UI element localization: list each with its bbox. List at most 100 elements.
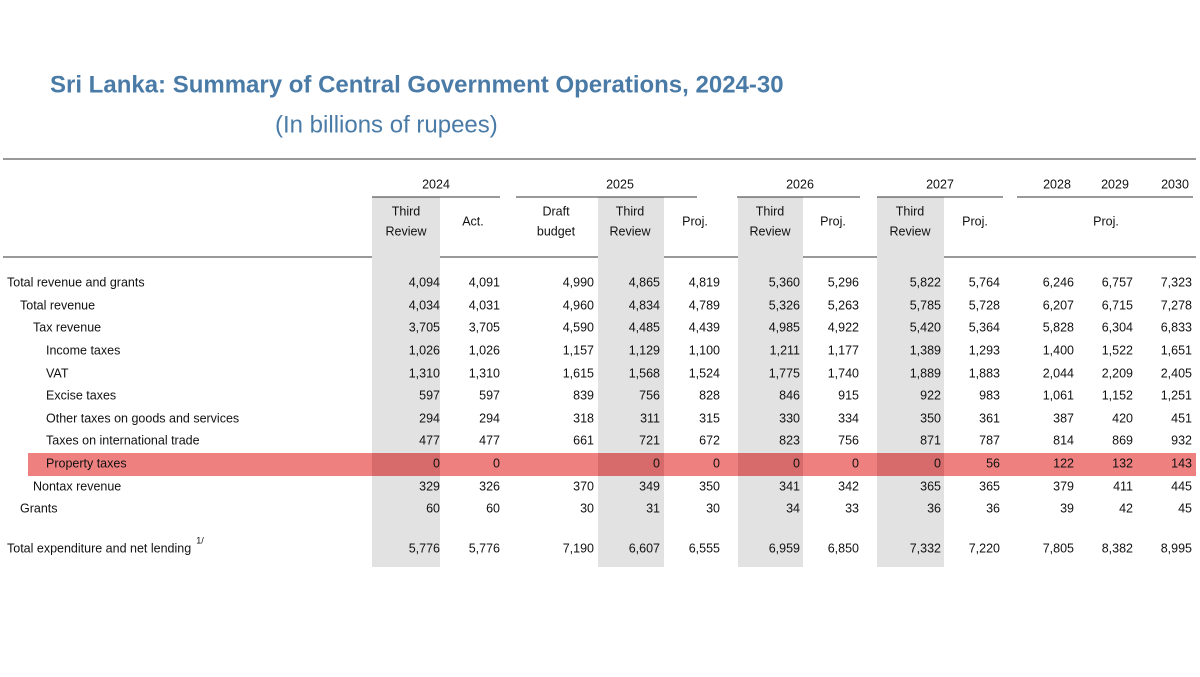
shading [372, 197, 944, 567]
row-label: Nontax revenue [33, 479, 121, 493]
cell: 60 [426, 501, 440, 515]
cell: 5,776 [469, 541, 500, 555]
cell: 329 [419, 479, 440, 493]
cell: 1,100 [689, 343, 720, 357]
cell: 7,190 [563, 541, 594, 555]
cell: 4,091 [469, 275, 500, 289]
row-label: Grants [20, 501, 58, 515]
cell: 5,420 [910, 320, 941, 334]
year-header: 2025 [606, 177, 634, 191]
cell: 1,740 [828, 366, 859, 380]
cell: 5,785 [910, 298, 941, 312]
cell: 0 [433, 456, 440, 470]
column-header: Proj. [820, 214, 846, 228]
cell: 5,764 [969, 275, 1000, 289]
cell: 661 [573, 433, 594, 447]
column-header: Proj. [682, 214, 708, 228]
cell: 871 [920, 433, 941, 447]
cell: 721 [639, 433, 660, 447]
cell: 56 [986, 456, 1000, 470]
cell: 839 [573, 388, 594, 402]
cell: 4,485 [629, 320, 660, 334]
cell: 4,865 [629, 275, 660, 289]
cell: 915 [838, 388, 859, 402]
cell: 7,323 [1161, 275, 1192, 289]
cell: 294 [419, 411, 440, 425]
cell: 5,776 [409, 541, 440, 555]
cell: 34 [786, 501, 800, 515]
cell: 349 [639, 479, 660, 493]
row-label: Other taxes on goods and services [46, 411, 239, 425]
cell: 33 [845, 501, 859, 515]
cell: 1,177 [828, 343, 859, 357]
row-label: Excise taxes [46, 388, 116, 402]
cell: 6,757 [1102, 275, 1133, 289]
cell: 350 [920, 411, 941, 425]
cell: 4,439 [689, 320, 720, 334]
cell: 477 [479, 433, 500, 447]
year-header: 2028 [1043, 177, 1071, 191]
cell: 420 [1112, 411, 1133, 425]
year-header: 2029 [1101, 177, 1129, 191]
cell: 4,922 [828, 320, 859, 334]
cell: 318 [573, 411, 594, 425]
cell: 672 [699, 433, 720, 447]
cell: 0 [852, 456, 859, 470]
title: Sri Lanka: Summary of Central Government… [50, 71, 784, 98]
highlight-shade [877, 453, 944, 476]
cell: 4,789 [689, 298, 720, 312]
cell: 1,251 [1161, 388, 1192, 402]
year-header: 2024 [422, 177, 450, 191]
cell: 5,364 [969, 320, 1000, 334]
column-header: Draft [542, 204, 570, 218]
cell: 334 [838, 411, 859, 425]
column-header: Review [750, 224, 792, 238]
cell: 2,044 [1043, 366, 1074, 380]
cell: 36 [927, 501, 941, 515]
cell: 445 [1171, 479, 1192, 493]
cell: 7,278 [1161, 298, 1192, 312]
cell: 4,590 [563, 320, 594, 334]
row-label: Tax revenue [33, 320, 101, 334]
highlight-shade [372, 453, 440, 476]
column-header: Act. [462, 214, 484, 228]
cell: 983 [979, 388, 1000, 402]
column-header: Third [896, 204, 925, 218]
cell: 342 [838, 479, 859, 493]
cell: 846 [779, 388, 800, 402]
cell: 42 [1119, 501, 1133, 515]
row-label: Income taxes [46, 343, 120, 357]
cell: 4,834 [629, 298, 660, 312]
cell: 4,985 [769, 320, 800, 334]
cell: 814 [1053, 433, 1074, 447]
cell: 477 [419, 433, 440, 447]
cell: 1,883 [969, 366, 1000, 380]
cell: 869 [1112, 433, 1133, 447]
cell: 451 [1171, 411, 1192, 425]
row-label: Property taxes [46, 456, 127, 470]
cell: 1,026 [409, 343, 440, 357]
cell: 365 [979, 479, 1000, 493]
cell: 3,705 [409, 320, 440, 334]
cell: 2,209 [1102, 366, 1133, 380]
column-header: Proj. [1093, 214, 1119, 228]
year-header: 2027 [926, 177, 954, 191]
cell: 0 [493, 456, 500, 470]
cell: 365 [920, 479, 941, 493]
cell: 132 [1112, 456, 1133, 470]
cell: 330 [779, 411, 800, 425]
cell: 122 [1053, 456, 1074, 470]
row-label: Total revenue [20, 298, 95, 312]
cell: 5,360 [769, 275, 800, 289]
cell: 1,524 [689, 366, 720, 380]
highlight-shade [738, 453, 803, 476]
cell: 6,555 [689, 541, 720, 555]
cell: 0 [793, 456, 800, 470]
cell: 1,157 [563, 343, 594, 357]
cell: 30 [706, 501, 720, 515]
cell: 6,304 [1102, 320, 1133, 334]
cell: 756 [639, 388, 660, 402]
cell: 350 [699, 479, 720, 493]
column-header: budget [537, 224, 576, 238]
